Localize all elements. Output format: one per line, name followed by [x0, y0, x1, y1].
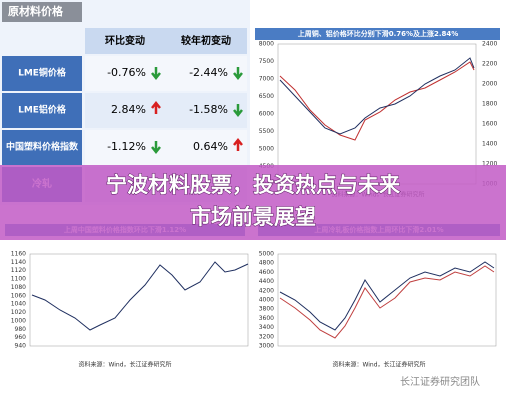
chart-title-bar — [255, 28, 500, 40]
row-label-bg — [2, 56, 82, 91]
y-tick-label: 1160 — [11, 251, 26, 258]
y-tick-label: 7500 — [259, 58, 274, 65]
line-steel-2 — [279, 265, 495, 339]
cell: 0.64% — [193, 140, 228, 153]
chart-title: 上周铜、铝价格环比分别下滑0.76%及上涨2.84% — [298, 29, 459, 38]
row-label: LME铜价格 — [18, 67, 67, 79]
y-tick-label: 5500 — [259, 128, 274, 135]
source: 资料来源：Wind，长江证券研究所 — [78, 361, 171, 369]
y-tick-label: 3200 — [259, 333, 274, 340]
y-tick-label: 8000 — [259, 41, 274, 48]
y-tick-label: 5000 — [259, 146, 274, 153]
table-title-bg — [2, 2, 82, 22]
y-tick-label: 3600 — [259, 315, 274, 322]
cell: -1.12% — [107, 140, 146, 153]
cell: 2.84% — [111, 103, 146, 116]
y2-tick-label: 1400 — [482, 141, 497, 148]
banner-line: 宁波材料股票，投资热点与未来 — [106, 173, 401, 197]
y-tick-label: 4600 — [259, 269, 274, 276]
y-tick-label: 6000 — [259, 111, 274, 118]
line-steel — [279, 261, 495, 331]
y-tick-label: 5000 — [259, 251, 274, 258]
arrow-down — [233, 67, 243, 81]
cell: -1.58% — [189, 103, 228, 116]
y-tick-label: 4400 — [259, 278, 274, 285]
row-bg — [85, 56, 247, 91]
y2-tick-label: 2000 — [482, 81, 497, 88]
row-label-bg — [2, 93, 82, 128]
row-bg — [85, 93, 247, 128]
header-bg — [85, 28, 247, 54]
y2-tick-label: 1800 — [482, 101, 497, 108]
y-tick-label: 7000 — [259, 76, 274, 83]
row-label: LME铝价格 — [18, 104, 67, 116]
source: 资料来源：Wind，长江证券研究所 — [332, 361, 425, 369]
row-bg — [85, 130, 247, 165]
y-tick-label: 1140 — [11, 259, 26, 266]
row-label-bg — [2, 130, 82, 165]
y-tick-label: 1100 — [11, 276, 26, 283]
y-tick-label: 6500 — [259, 93, 274, 100]
row-label: 中国塑料价格指数 — [6, 141, 79, 153]
watermark: 长江证券研究团队 — [400, 375, 480, 388]
cell: -2.44% — [189, 66, 228, 79]
y-tick-label: 3400 — [259, 324, 274, 331]
line-copper — [279, 61, 475, 141]
plot-frame — [277, 253, 497, 347]
y-tick-label: 1040 — [11, 301, 26, 308]
y-tick-label: 3000 — [259, 343, 274, 350]
y-tick-label: 980 — [15, 326, 27, 333]
y2-tick-label: 1200 — [482, 161, 497, 168]
y-tick-label: 1020 — [11, 309, 26, 316]
banner-bg — [0, 165, 506, 240]
cell: -0.76% — [107, 66, 146, 79]
arrow-down — [233, 104, 243, 118]
y-tick-label: 4800 — [259, 260, 274, 267]
plot-frame — [29, 253, 249, 347]
arrow-up — [233, 137, 243, 151]
line-aluminum — [279, 57, 475, 135]
arrow-up — [151, 100, 161, 114]
y-tick-label: 1000 — [11, 317, 26, 324]
y-tick-label: 1060 — [11, 292, 26, 299]
y-tick-label: 4000 — [259, 297, 274, 304]
col-header: 环比变动 — [105, 34, 145, 47]
y2-tick-label: 2400 — [482, 41, 497, 48]
col-header: 较年初变动 — [181, 34, 231, 47]
y-tick-label: 3800 — [259, 306, 274, 313]
banner-line: 市场前景展望 — [190, 205, 316, 229]
arrow-down — [151, 67, 161, 81]
table-title: 原材料价格 — [8, 4, 64, 18]
y-tick-label: 1120 — [11, 267, 26, 274]
y-tick-label: 1080 — [11, 284, 26, 291]
y-tick-label: 960 — [15, 334, 27, 341]
y-tick-label: 4200 — [259, 287, 274, 294]
y-tick-label: 940 — [15, 343, 27, 350]
arrow-down — [151, 141, 161, 155]
line-plastic — [31, 261, 249, 331]
y2-tick-label: 1600 — [482, 121, 497, 128]
y2-tick-label: 2200 — [482, 61, 497, 68]
